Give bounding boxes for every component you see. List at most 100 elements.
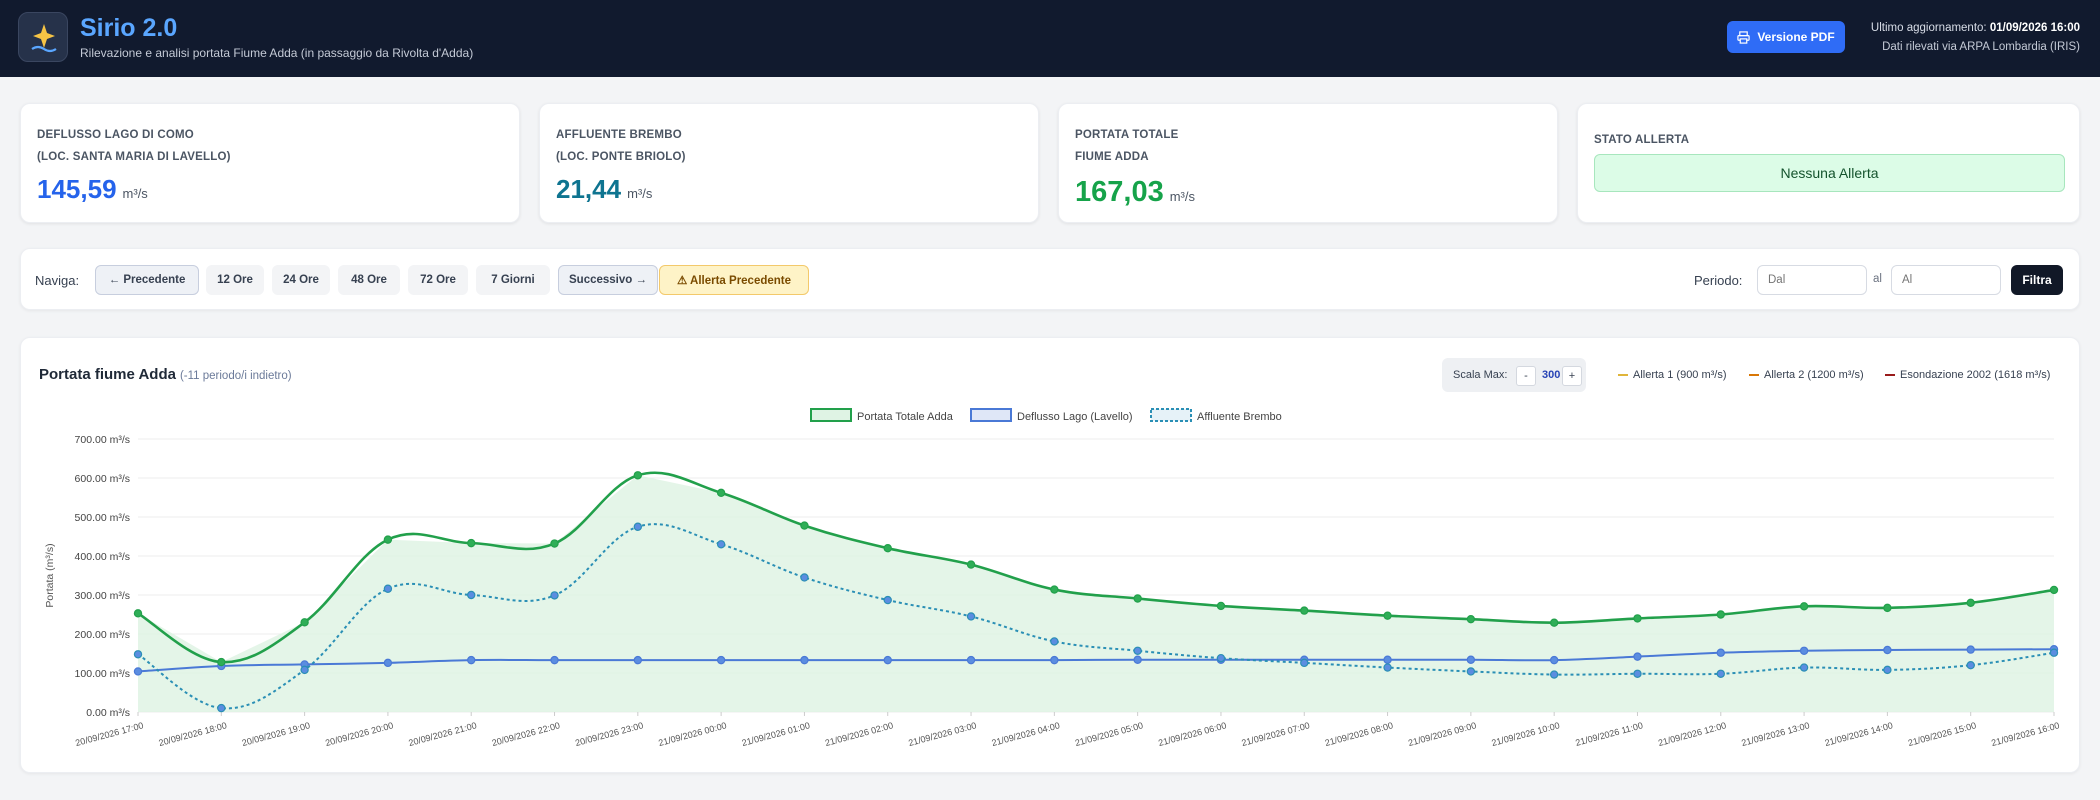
data-point-total [1050,585,1059,594]
data-point-lago [1050,655,1059,665]
x-tick-label: 20/09/2026 17:00 [74,720,144,748]
scale-max-label: Scala Max: [1453,369,1508,381]
date-to-input[interactable] [1891,265,2001,295]
flood2002-legend-line [1885,374,1895,376]
flood2002-legend-label: Esondazione 2002 (1618 m³/s) [1900,369,2051,381]
data-point-lago [383,658,393,668]
data-point-lago [133,667,143,676]
x-tick-label: 21/09/2026 04:00 [991,720,1061,748]
card-label: DEFLUSSO LAGO DI COMO [37,129,194,141]
nav-label: Naviga: [35,273,80,288]
range-72h-button[interactable]: 72 Ore [408,265,468,295]
data-source: Dati rilevati via ARPA Lombardia (IRIS) [1882,41,2080,53]
data-point-brembo [800,573,809,582]
x-tick-label: 21/09/2026 09:00 [1407,720,1477,748]
chart-subtitle: (-11 periodo/i indietro) [179,370,292,382]
previous-alert-button[interactable]: ⚠ Allerta Precedente [659,265,809,295]
data-point-total [633,471,643,480]
range-24h-button[interactable]: 24 Ore [272,265,330,295]
data-point-total [1466,614,1476,624]
app-title: Sirio 2.0 [80,14,178,42]
y-axis-label: Portata (m³/s) [44,543,56,607]
data-point-total [716,488,726,498]
data-point-lago [1966,645,1975,654]
data-point-brembo [550,591,559,600]
x-tick-label: 21/09/2026 06:00 [1157,720,1227,748]
data-point-total [1549,618,1559,627]
period-label: Periodo: [1694,273,1743,288]
card-label: PORTATA TOTALE [1075,129,1179,141]
to-label: al [1873,273,1882,285]
date-from-input[interactable] [1757,265,1867,295]
card-sublabel: (LOC. SANTA MARIA DI LAVELLO) [37,151,231,163]
pdf-version-button[interactable]: Versione PDF [1727,21,1845,53]
alert1-legend-label: Allerta 1 (900 m³/s) [1633,369,1727,381]
x-tick-label: 21/09/2026 16:00 [1990,720,2060,748]
data-point-total [2049,585,2059,595]
data-point-lago [1383,655,1392,664]
card-value-number: 167,03 [1075,176,1164,208]
data-point-lago [1883,645,1892,655]
app-logo [18,12,68,62]
card-unit: m³/s [627,186,653,201]
legend-item-brembo-label: Affluente Brembo [1197,411,1282,423]
data-point-brembo [1383,663,1392,672]
scale-increase-button[interactable]: + [1562,366,1582,386]
range-7d-button[interactable]: 7 Giorni [476,265,550,295]
data-point-lago [966,655,976,665]
data-point-brembo [1966,661,1975,670]
data-point-total [800,521,809,530]
data-point-brembo [1633,669,1642,678]
data-point-total [467,538,476,548]
data-point-brembo [1466,667,1476,676]
series-line-lago [137,648,2055,673]
data-point-total [1966,598,1975,607]
series-line-brembo [137,523,2055,710]
data-point-total [1799,602,1809,611]
range-48h-button[interactable]: 48 Ore [338,265,400,295]
x-tick-label: 21/09/2026 15:00 [1907,720,1977,748]
data-point-lago [883,655,892,665]
alert2-legend-label: Allerta 2 (1200 m³/s) [1764,369,1864,381]
legend-item-lago-swatch [970,408,1012,422]
filter-button[interactable]: Filtra [2011,265,2063,295]
x-tick-label: 21/09/2026 00:00 [657,720,727,748]
range-12h-button[interactable]: 12 Ore [206,265,264,295]
data-point-brembo [966,612,976,621]
chart-panel: Portata fiume Adda (-11 periodo/i indietr… [20,337,2080,773]
data-point-total [883,543,892,553]
pdf-version-label: Versione PDF [1757,30,1835,44]
data-point-total [217,657,226,667]
data-point-total [133,609,143,618]
card-value-number: 145,59 [37,174,117,204]
previous-button[interactable]: ← Precedente [95,265,199,295]
data-point-brembo [1300,658,1309,668]
card-value: 21,44 m³/s [556,174,652,205]
data-point-total [300,618,309,627]
scale-max-value: 300 [1542,369,1561,381]
data-point-lago [550,655,559,665]
data-point-brembo [217,703,226,713]
x-tick-label: 21/09/2026 11:00 [1574,720,1644,748]
x-tick-label: 21/09/2026 07:00 [1241,720,1311,748]
legend-item-total-label: Portata Totale Adda [857,411,954,423]
scale-decrease-button[interactable]: - [1516,366,1536,386]
data-point-total [1883,603,1892,613]
data-point-brembo [883,595,892,605]
data-point-total [1383,611,1392,620]
alert-card-label: STATO ALLERTA [1594,134,1690,146]
card-portata-totale: PORTATA TOTALE FIUME ADDA 167,03 m³/s [1058,103,1558,223]
data-point-lago [467,655,476,665]
x-tick-label: 20/09/2026 23:00 [574,720,644,748]
printer-icon [1737,30,1750,44]
x-tick-label: 20/09/2026 18:00 [158,720,228,748]
data-point-brembo [1883,665,1892,675]
next-button[interactable]: Successivo → [558,265,658,295]
navigation-bar: Naviga: ← Precedente 12 Ore 24 Ore 48 Or… [20,248,2080,310]
card-unit: m³/s [1169,189,1195,204]
alert2-legend: Allerta 2 (1200 m³/s) [1749,369,1864,381]
card-sublabel: (LOC. PONTE BRIOLO) [556,151,686,163]
y-tick-label: 100.00 m³/s [75,668,130,680]
y-tick-label: 200.00 m³/s [75,629,130,641]
data-point-brembo [1133,646,1142,655]
